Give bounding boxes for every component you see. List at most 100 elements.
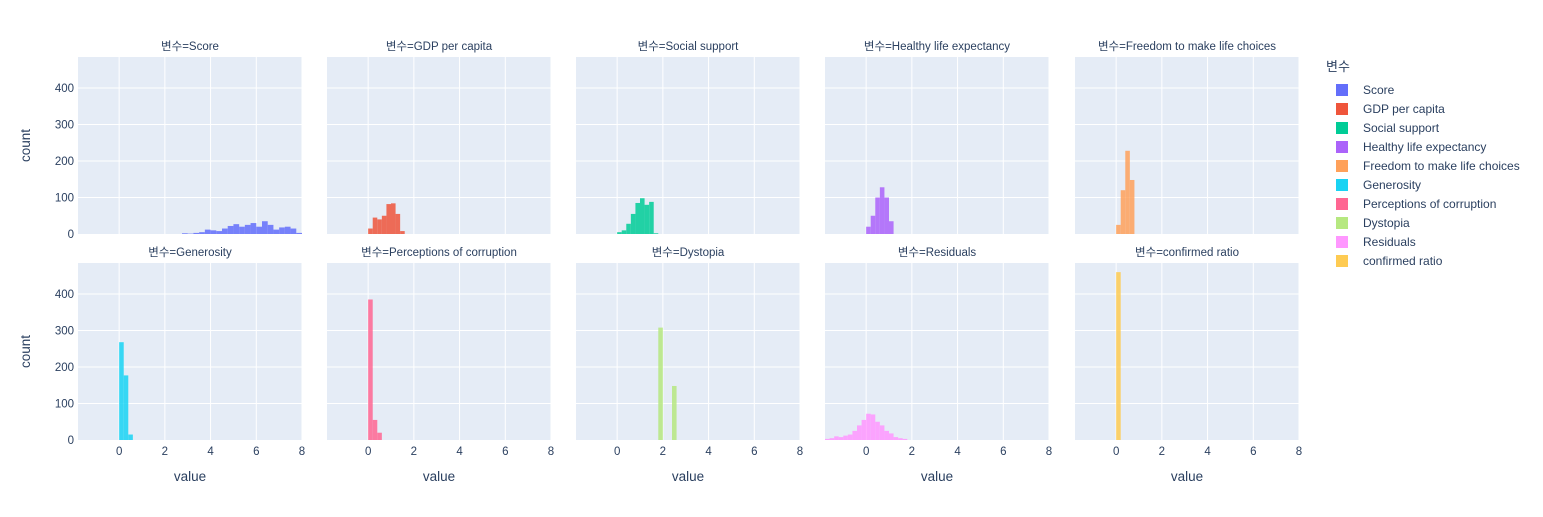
- x-tick-label: 4: [954, 446, 961, 458]
- histogram-bar: [893, 437, 899, 440]
- x-tick-label: 2: [1159, 446, 1165, 458]
- histogram-bar: [123, 375, 129, 440]
- legend-item[interactable]: Healthy life expectancy: [1326, 137, 1540, 156]
- legend-label: Score: [1363, 82, 1395, 97]
- histogram-bar: [902, 438, 908, 440]
- histogram-bar: [262, 221, 268, 234]
- histogram-bar: [866, 413, 871, 440]
- x-axis-label: value: [174, 469, 206, 484]
- y-tick-label: 0: [68, 229, 74, 241]
- legend-label: Social support: [1363, 120, 1440, 135]
- x-tick-label: 0: [365, 446, 371, 458]
- legend-item[interactable]: confirmed ratio: [1326, 251, 1540, 270]
- legend-swatch: [1336, 83, 1348, 96]
- legend-swatch: [1336, 102, 1348, 115]
- histogram-bar: [866, 226, 871, 234]
- histogram-bar: [128, 434, 133, 440]
- x-axis-label: value: [672, 469, 704, 484]
- histogram-bar: [829, 438, 835, 440]
- plot-area: [1075, 263, 1299, 440]
- histogram-bar: [834, 436, 839, 440]
- legend-item[interactable]: Freedom to make life choices: [1326, 156, 1540, 175]
- histogram-bar: [377, 432, 382, 440]
- plot-area: [576, 263, 800, 440]
- x-tick-label: 4: [1204, 446, 1211, 458]
- facet-title: 변수=Social support: [638, 40, 740, 53]
- legend-item[interactable]: Residuals: [1326, 232, 1540, 251]
- facet-title: 변수=Freedom to make life choices: [1098, 40, 1276, 53]
- x-tick-label: 8: [1046, 446, 1052, 458]
- x-tick-label: 2: [411, 446, 417, 458]
- x-tick-label: 0: [1113, 446, 1119, 458]
- y-tick-label: 400: [55, 289, 74, 301]
- x-axis-label: value: [423, 469, 455, 484]
- facet-title: 변수=Healthy life expectancy: [864, 40, 1010, 53]
- histogram-bar: [199, 232, 205, 234]
- histogram-bar: [250, 223, 257, 234]
- histogram-bar: [204, 229, 211, 234]
- histogram-bar: [368, 299, 373, 440]
- histogram-bar: [290, 228, 297, 234]
- histogram-bar: [279, 227, 285, 234]
- histogram-bar: [182, 233, 188, 234]
- histogram-bar: [233, 224, 240, 234]
- histogram-bar: [284, 226, 291, 234]
- histogram-bar: [227, 225, 234, 234]
- histogram-bar: [852, 430, 857, 440]
- histogram-bar: [884, 430, 889, 440]
- histogram-bar: [884, 197, 889, 234]
- legend-swatch: [1336, 197, 1348, 210]
- x-axis-label: value: [1171, 469, 1203, 484]
- histogram-bar: [857, 425, 862, 440]
- histogram-bar: [395, 213, 401, 234]
- histogram-bar: [644, 204, 650, 234]
- x-tick-label: 6: [1000, 446, 1006, 458]
- histogram-bar: [658, 327, 663, 440]
- legend-label: GDP per capita: [1363, 101, 1445, 116]
- y-tick-label: 200: [55, 156, 74, 168]
- y-tick-label: 300: [55, 120, 74, 132]
- histogram-bar: [372, 217, 378, 234]
- histogram-bar: [889, 221, 894, 234]
- x-tick-label: 8: [299, 446, 305, 458]
- legend-label: confirmed ratio: [1363, 253, 1443, 268]
- facet-title: 변수=Dystopia: [652, 246, 725, 259]
- histogram-bar: [368, 228, 373, 234]
- legend-swatch: [1336, 216, 1348, 229]
- legend-label: Dystopia: [1363, 215, 1410, 230]
- histogram-bar: [626, 223, 631, 234]
- legend-item[interactable]: GDP per capita: [1326, 99, 1540, 118]
- histogram-bar: [256, 226, 262, 234]
- x-tick-label: 0: [863, 446, 869, 458]
- plot-area: [1075, 57, 1299, 234]
- legend-item[interactable]: Generosity: [1326, 175, 1540, 194]
- histogram-bar: [825, 438, 830, 440]
- x-tick-label: 8: [1296, 446, 1302, 458]
- y-axis-label: count: [18, 129, 33, 162]
- histogram-bar: [381, 215, 387, 234]
- x-tick-label: 6: [1250, 446, 1256, 458]
- x-tick-label: 2: [162, 446, 168, 458]
- histogram-bar: [889, 433, 894, 440]
- legend-item[interactable]: Social support: [1326, 118, 1540, 137]
- histogram-bar: [239, 226, 245, 234]
- histogram-bar: [400, 231, 405, 234]
- legend-item[interactable]: Dystopia: [1326, 213, 1540, 232]
- histogram-bar: [653, 233, 659, 234]
- histogram-bar: [1116, 224, 1121, 234]
- x-tick-label: 4: [207, 446, 214, 458]
- facet-title: 변수=Residuals: [898, 246, 977, 259]
- legend-item[interactable]: Score: [1326, 80, 1540, 99]
- legend-label: Healthy life expectancy: [1363, 139, 1487, 154]
- histogram-bar: [222, 228, 228, 234]
- x-tick-label: 4: [456, 446, 463, 458]
- legend-item[interactable]: Perceptions of corruption: [1326, 194, 1540, 213]
- histogram-bar: [1120, 190, 1126, 234]
- x-tick-label: 2: [660, 446, 666, 458]
- histogram-bar: [630, 213, 636, 234]
- histogram-bar: [1125, 150, 1130, 234]
- legend-label: Residuals: [1363, 234, 1416, 249]
- histogram-bar: [838, 437, 844, 440]
- plot-area: [825, 263, 1049, 440]
